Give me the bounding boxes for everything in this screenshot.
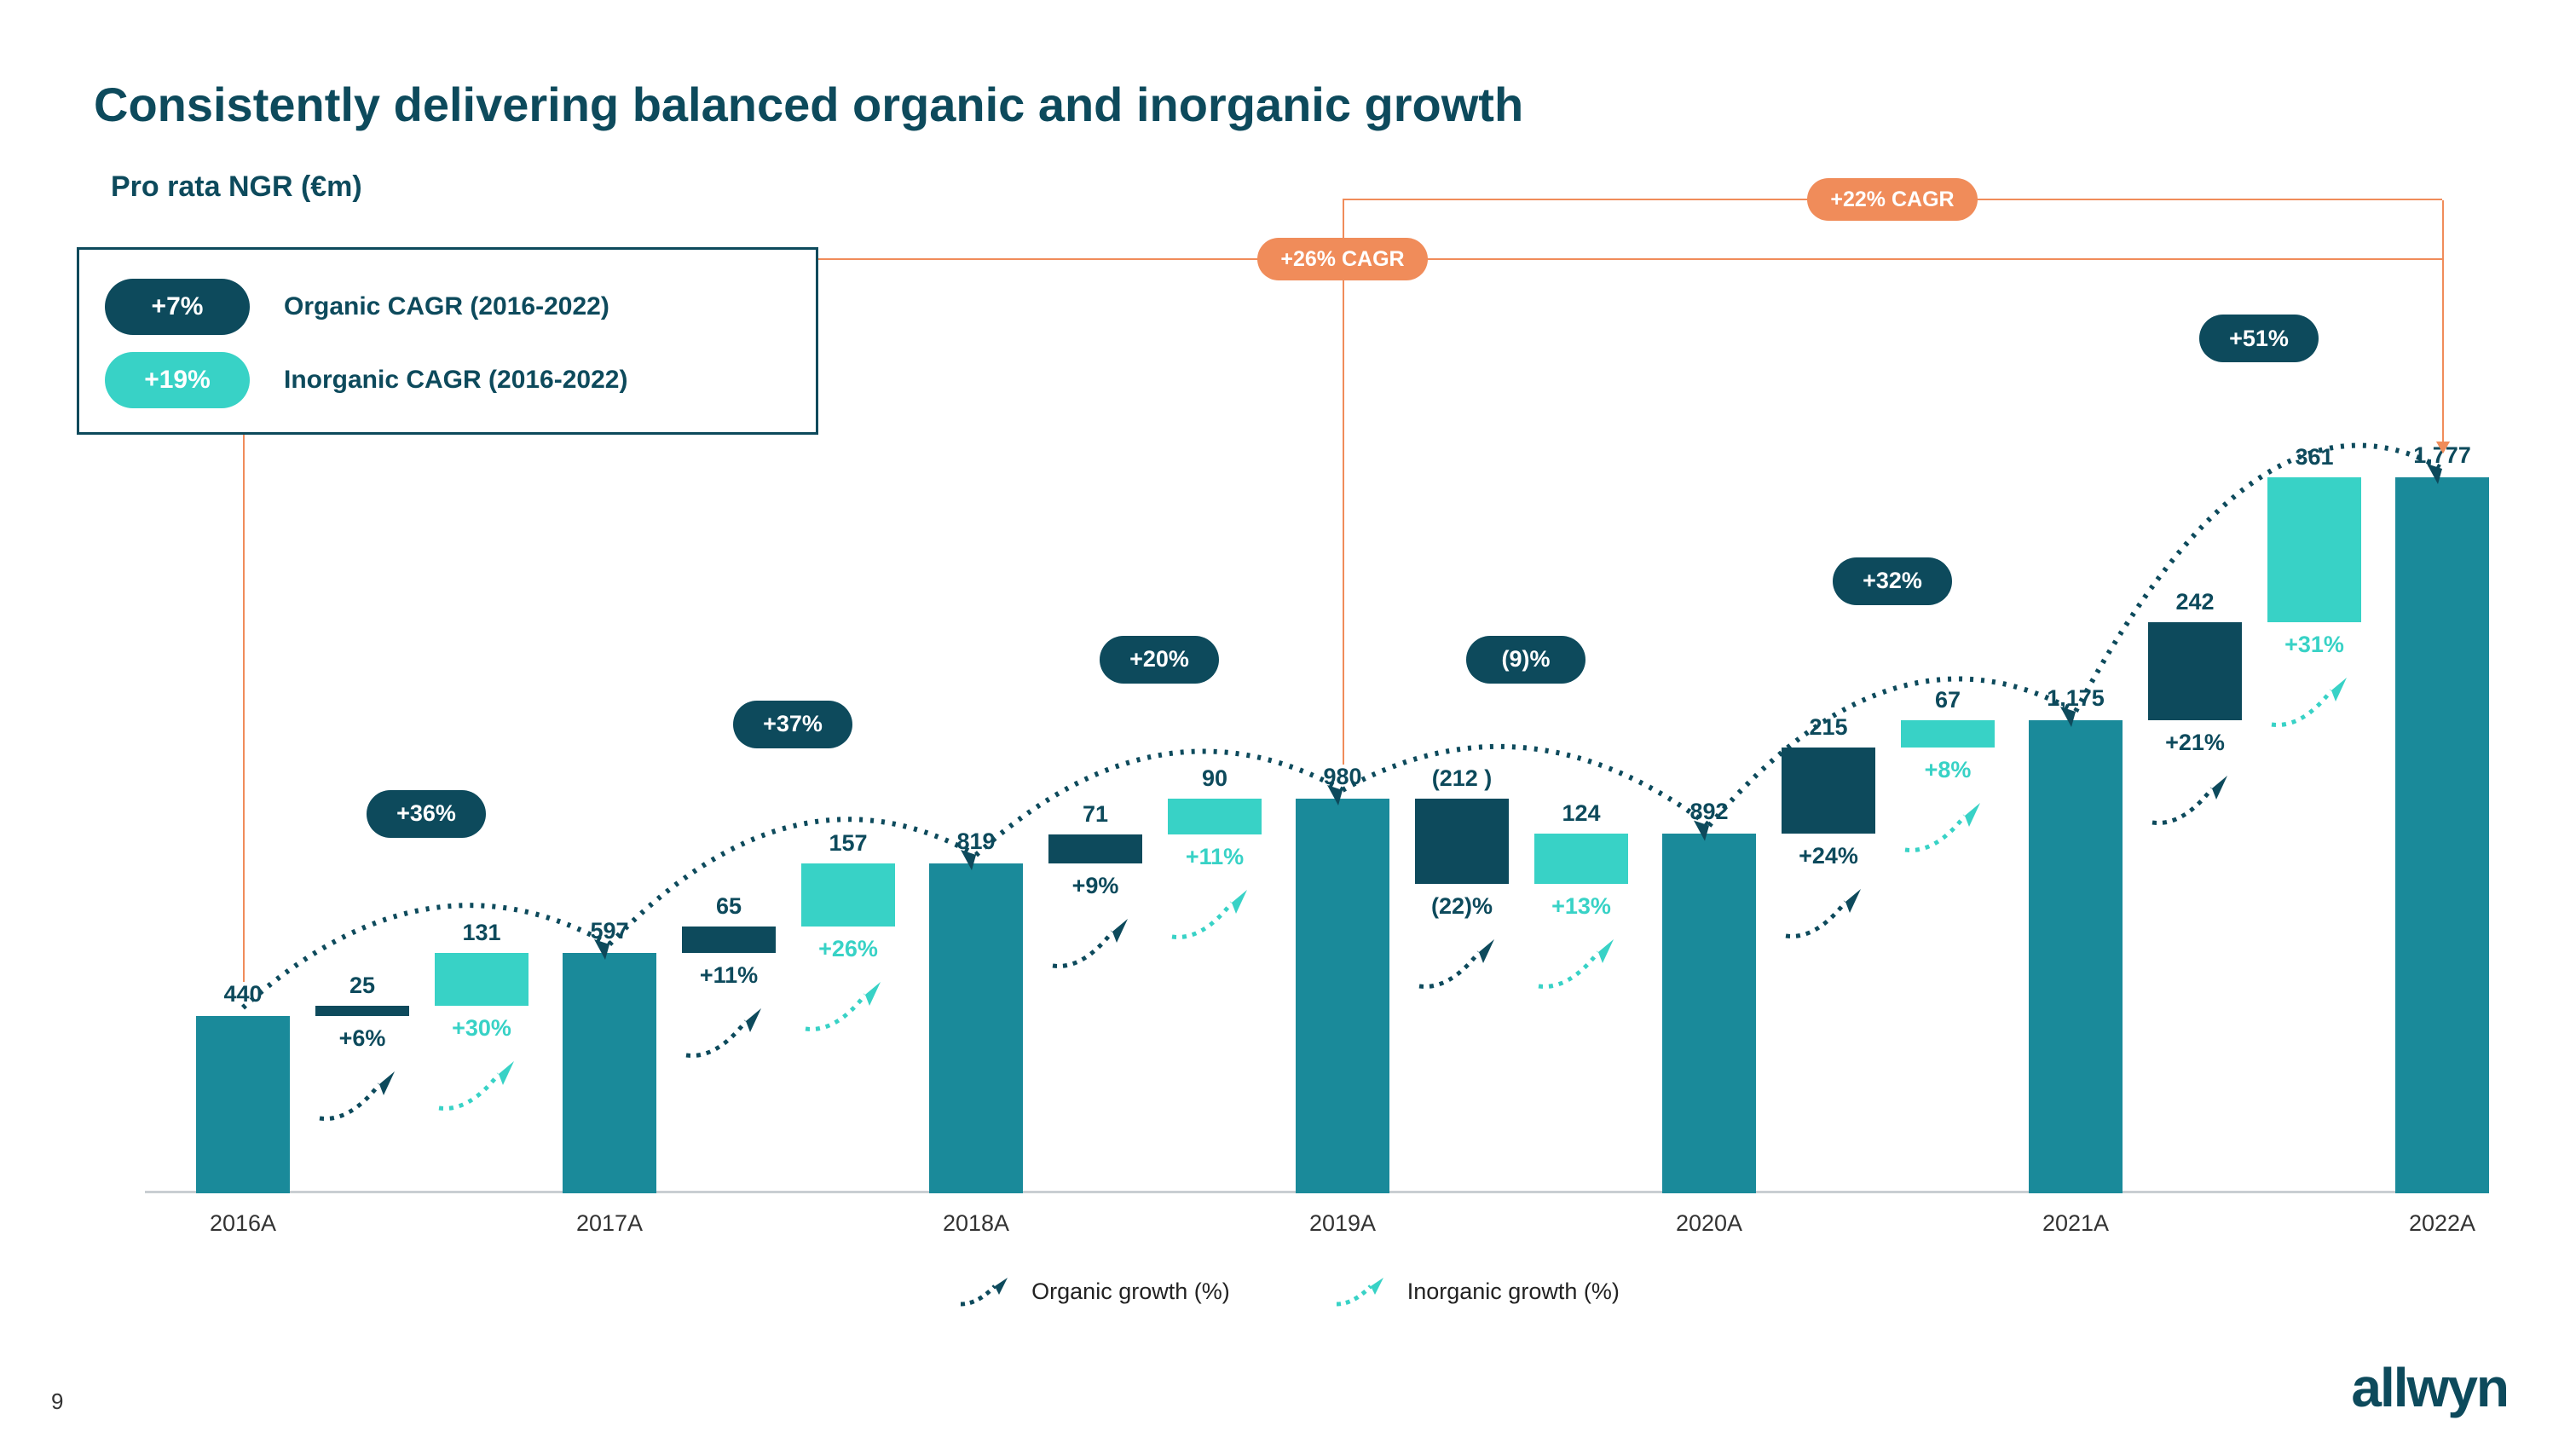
x-axis-label: 2022A (2409, 1210, 2475, 1237)
yoy-growth-pill: +37% (733, 701, 852, 748)
x-axis-labels: 2016A2017A2018A2019A2020A2021A2022A (145, 1210, 2446, 1253)
yoy-growth-pill: +20% (1100, 636, 1219, 684)
cagr-legend-box: +7% Organic CAGR (2016-2022) +19% Inorga… (77, 247, 818, 435)
legend-pill-inorganic: +19% (105, 352, 250, 408)
legend-label-organic: Organic CAGR (2016-2022) (284, 292, 609, 321)
yoy-growth-pill: +32% (1833, 557, 1952, 605)
yoy-growth-pill: (9)% (1466, 636, 1585, 684)
brand-logo: allwyn (2351, 1356, 2508, 1419)
cagr-arrowhead-icon (2436, 442, 2450, 453)
cagr-pill: +22% CAGR (1807, 178, 1978, 221)
growth-legend-organic-label: Organic growth (%) (1031, 1279, 1230, 1305)
x-axis-label: 2019A (1309, 1210, 1376, 1237)
yoy-growth-pill: +36% (367, 790, 486, 838)
total-bar (196, 1016, 290, 1193)
legend-row-organic: +7% Organic CAGR (2016-2022) (105, 270, 790, 343)
growth-legend-inorganic: Inorganic growth (%) (1332, 1274, 1620, 1308)
inorganic-arrow-icon (1332, 1274, 1392, 1308)
x-axis-label: 2018A (943, 1210, 1009, 1237)
yoy-growth-pill: +51% (2199, 315, 2319, 362)
x-axis-label: 2017A (576, 1210, 643, 1237)
legend-pill-organic: +7% (105, 279, 250, 335)
page-title: Consistently delivering balanced organic… (94, 77, 1523, 132)
growth-legend-inorganic-label: Inorganic growth (%) (1407, 1279, 1620, 1305)
organic-pct-label: (22)% (1431, 893, 1493, 920)
page-number: 9 (51, 1388, 63, 1415)
organic-arrow-icon (956, 1274, 1016, 1308)
chart-subtitle: Pro rata NGR (€m) (111, 170, 362, 204)
growth-legend: Organic growth (%) Inorganic growth (%) (0, 1274, 2576, 1308)
x-axis-label: 2021A (2042, 1210, 2109, 1237)
total-bar (1662, 834, 1756, 1193)
x-axis-label: 2016A (210, 1210, 276, 1237)
inorganic-pct-label: +13% (1551, 893, 1611, 920)
legend-label-inorganic: Inorganic CAGR (2016-2022) (284, 366, 627, 395)
x-axis-label: 2020A (1676, 1210, 1742, 1237)
legend-row-inorganic: +19% Inorganic CAGR (2016-2022) (105, 343, 790, 417)
cagr-pill: +26% CAGR (1257, 238, 1428, 280)
growth-legend-organic: Organic growth (%) (956, 1274, 1230, 1308)
